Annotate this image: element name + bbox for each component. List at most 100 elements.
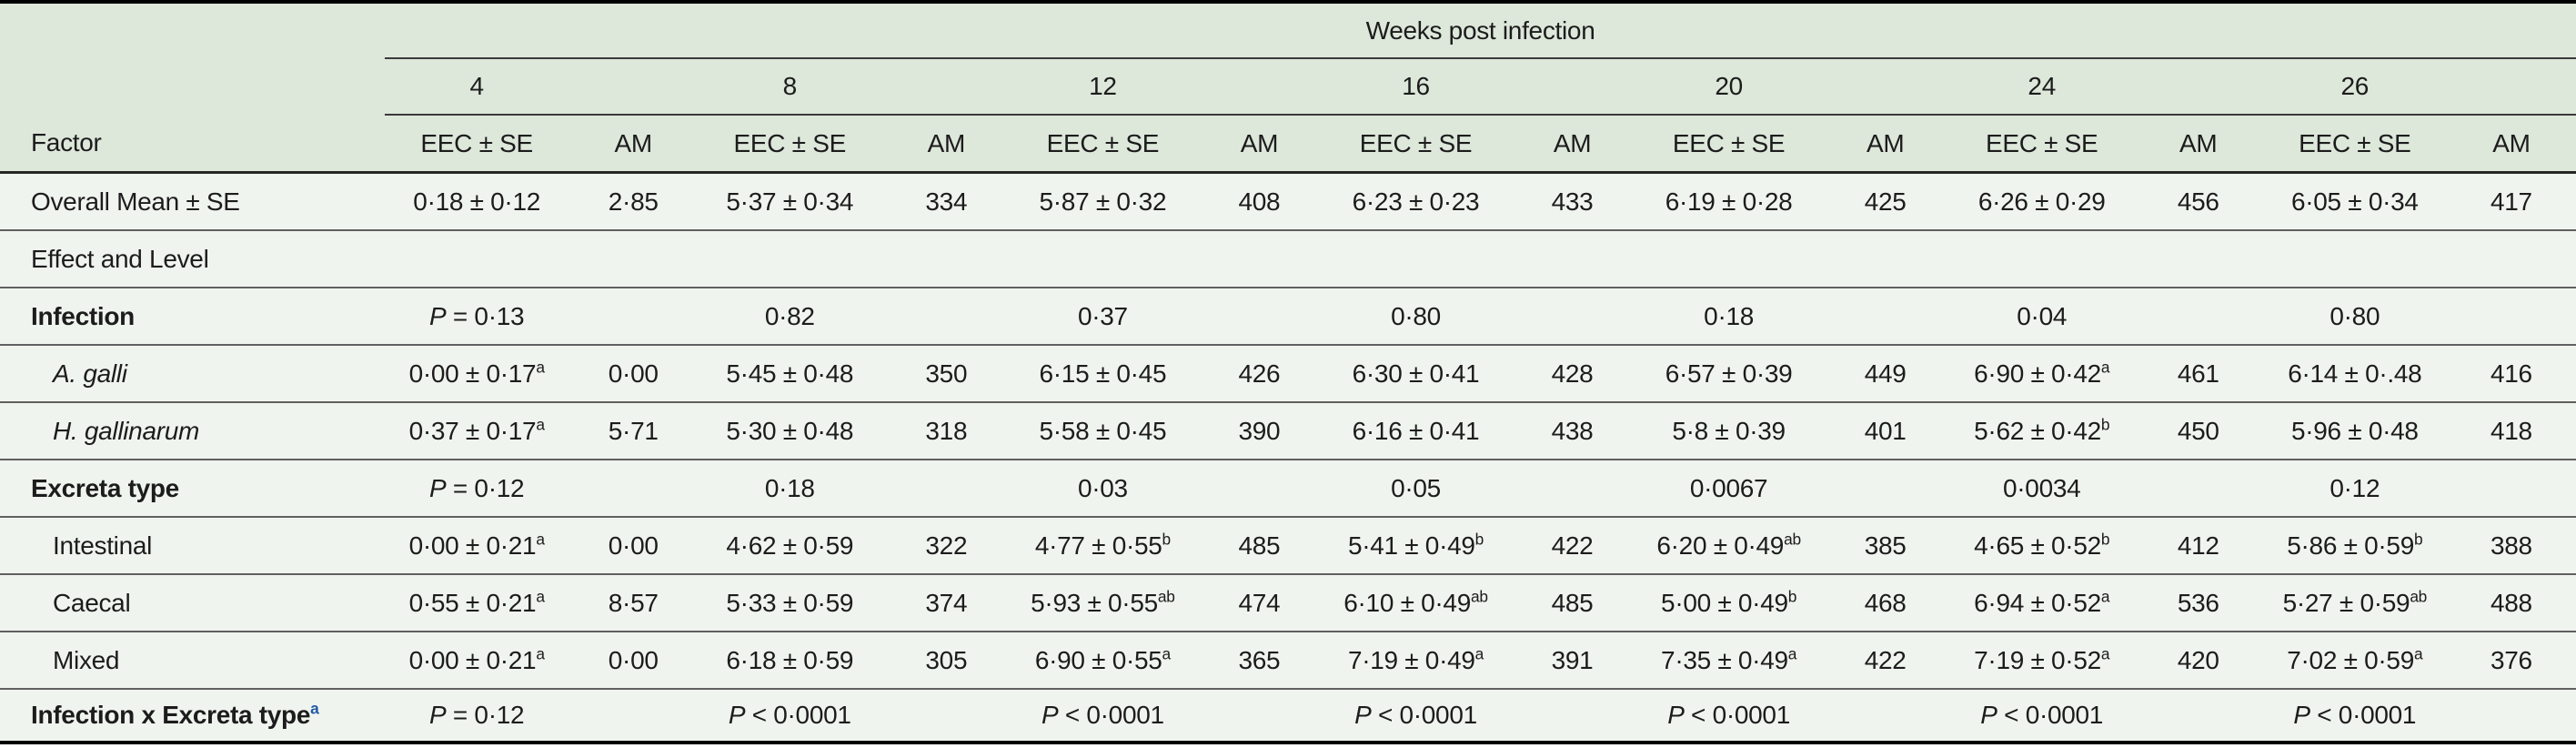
eec-cell: 4·65 ± 0·52b	[1949, 517, 2134, 575]
am-header: AM	[569, 115, 699, 174]
am-cell: 485	[1194, 517, 1324, 575]
am-cell: 449	[1820, 345, 1950, 403]
am-cell: 390	[1194, 402, 1324, 460]
week-spacer	[1194, 58, 1324, 116]
am-cell: 417	[2446, 172, 2576, 231]
eec-cell: 6·30 ± 0·41	[1323, 345, 1508, 403]
am-cell	[569, 689, 699, 744]
eec-header: EEC ± SE	[385, 115, 569, 174]
week-spacer	[1820, 58, 1950, 116]
am-cell	[881, 288, 1011, 346]
am-cell: 438	[1507, 402, 1637, 460]
eec-cell: P = 0·12	[385, 460, 569, 518]
row-label: Mixed	[0, 632, 386, 690]
eec-cell: 5·30 ± 0·48	[698, 402, 882, 460]
eec-cell: 5·62 ± 0·42b	[1949, 402, 2134, 460]
row-label: A. galli	[0, 345, 386, 403]
footnote-marker-link[interactable]: a	[310, 699, 319, 718]
eec-cell: 0·80	[1323, 288, 1508, 346]
eec-cell: 0·80	[2262, 288, 2447, 346]
table-row: A. galli 0·00 ± 0·17a 0·00 5·45 ± 0·48 350 6·…	[0, 345, 2576, 403]
eec-cell: 5·87 ± 0·32	[1011, 172, 1195, 231]
am-cell: 305	[881, 632, 1011, 690]
eec-cell: 4·77 ± 0·55b	[1011, 517, 1195, 575]
eec-cell: 6·05 ± 0·34	[2262, 172, 2447, 231]
row-label-text: Caecal	[53, 588, 131, 617]
row-label-text: Infection x Excreta type	[31, 701, 311, 729]
eec-cell: 0·04	[1949, 288, 2134, 346]
week-spacer	[1507, 58, 1637, 116]
eec-cell: 7·35 ± 0·49a	[1636, 632, 1821, 690]
am-header: AM	[1820, 115, 1950, 174]
eec-cell: P < 0·0001	[1323, 689, 1508, 744]
week-spacer	[569, 58, 699, 116]
eec-cell: 0·0067	[1636, 460, 1821, 518]
eec-cell: 6·90 ± 0·55a	[1011, 632, 1195, 690]
eec-cell: 6·23 ± 0·23	[1323, 172, 1508, 231]
eec-cell: 5·00 ± 0·49b	[1636, 574, 1821, 632]
am-header: AM	[2133, 115, 2263, 174]
week-spacer	[881, 58, 1011, 116]
am-cell: 376	[2446, 632, 2576, 690]
am-cell: 0·00	[569, 345, 699, 403]
am-cell	[1194, 288, 1324, 346]
eec-cell: 0·18 ± 0·12	[385, 172, 569, 231]
table-row: H. gallinarum 0·37 ± 0·17a 5·71 5·30 ± 0·48…	[0, 402, 2576, 460]
table-body: Overall Mean ± SE 0·18 ± 0·12 2·85 5·37 ± 0…	[0, 172, 2576, 744]
week-number: 16	[1323, 58, 1508, 116]
eec-cell: 5·41 ± 0·49b	[1323, 517, 1508, 575]
am-cell: 0·00	[569, 632, 699, 690]
am-cell: 350	[881, 345, 1011, 403]
am-cell	[1194, 689, 1324, 744]
eec-cell: 6·94 ± 0·52a	[1949, 574, 2134, 632]
am-cell: 425	[1820, 172, 1950, 231]
week-number: 8	[698, 58, 882, 116]
am-header: AM	[1194, 115, 1324, 174]
am-cell: 418	[2446, 402, 2576, 460]
am-cell	[1507, 460, 1637, 518]
row-label-text: Effect and Level	[31, 244, 209, 273]
row-label: Effect and Level	[0, 230, 386, 288]
am-cell: 422	[1507, 517, 1637, 575]
eec-cell: 6·15 ± 0·45	[1011, 345, 1195, 403]
row-label-text: Infection	[31, 301, 135, 330]
am-cell	[569, 460, 699, 518]
am-cell	[1507, 230, 1637, 288]
am-cell	[2133, 230, 2263, 288]
am-header: AM	[1507, 115, 1637, 174]
table-row: Caecal 0·55 ± 0·21a 8·57 5·33 ± 0·59 374 5·93…	[0, 574, 2576, 632]
eec-cell: 6·90 ± 0·42a	[1949, 345, 2134, 403]
week-number: 4	[385, 58, 569, 116]
eec-cell: 7·02 ± 0·59a	[2262, 632, 2447, 690]
am-cell: 420	[2133, 632, 2263, 690]
week-number: 12	[1011, 58, 1195, 116]
am-cell	[1820, 460, 1950, 518]
row-label-text: Excreta type	[31, 473, 179, 502]
eec-cell: P < 0·0001	[1011, 689, 1195, 744]
eec-cell: 0·00 ± 0·21a	[385, 517, 569, 575]
eec-header: EEC ± SE	[1636, 115, 1821, 174]
am-cell	[881, 689, 1011, 744]
eec-cell: 5·8 ± 0·39	[1636, 402, 1821, 460]
eec-cell: P = 0·13	[385, 288, 569, 346]
am-cell: 385	[1820, 517, 1950, 575]
am-cell: 322	[881, 517, 1011, 575]
table-header: Weeks post infection 4 8 12 16 20 24 26 …	[0, 2, 2576, 174]
am-cell: 474	[1194, 574, 1324, 632]
am-cell: 456	[2133, 172, 2263, 231]
row-label-text: Mixed	[53, 645, 120, 674]
row-label: Intestinal	[0, 517, 386, 575]
eec-cell: 5·37 ± 0·34	[698, 172, 882, 231]
eec-header: EEC ± SE	[1011, 115, 1195, 174]
eec-cell: 0·00 ± 0·17a	[385, 345, 569, 403]
row-label: Infection x Excreta typea	[0, 689, 386, 744]
am-cell	[1507, 689, 1637, 744]
eec-cell: 0·0034	[1949, 460, 2134, 518]
am-cell: 391	[1507, 632, 1637, 690]
eec-cell: 0·18	[698, 460, 882, 518]
table-row: Excreta type P = 0·12 0·18 0·03 0·05 0·0067 0·…	[0, 460, 2576, 518]
table-row: Overall Mean ± SE 0·18 ± 0·12 2·85 5·37 ± 0…	[0, 172, 2576, 231]
eec-cell: 0·55 ± 0·21a	[385, 574, 569, 632]
eec-cell: P < 0·0001	[2262, 689, 2447, 744]
